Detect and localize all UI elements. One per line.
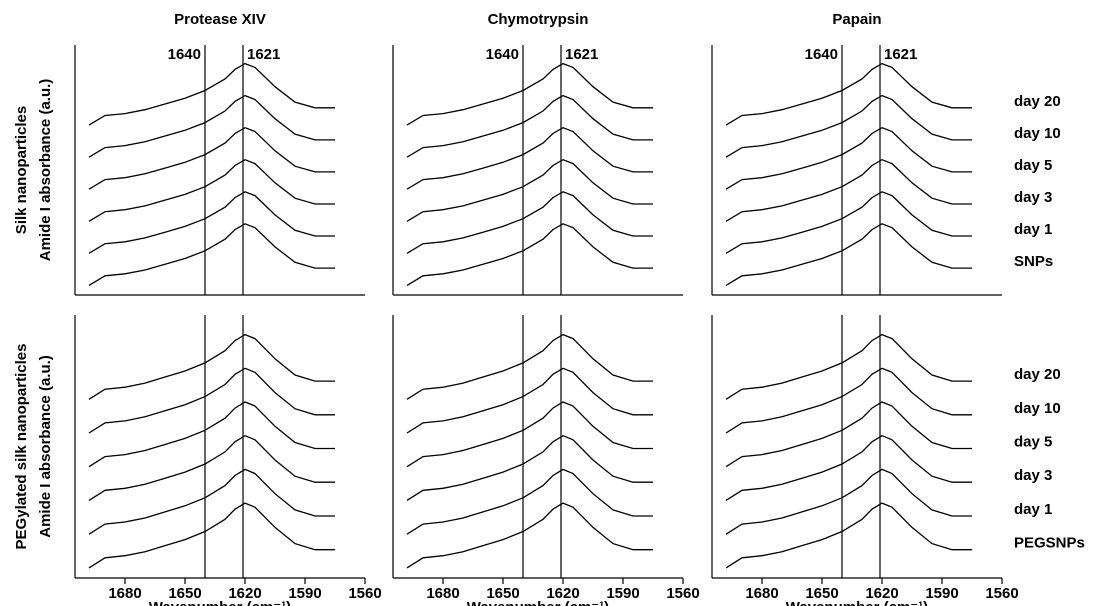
spectrum-line — [725, 158, 972, 222]
x-tick-label: 1590 — [288, 585, 321, 602]
spectrum-line — [88, 126, 335, 190]
x-axis-label: Wavenumber (cm⁻¹) — [149, 599, 291, 606]
spectrum-line — [406, 94, 653, 158]
spectrum-line — [406, 468, 653, 535]
spectrum-line — [725, 401, 972, 468]
spectrum-line — [725, 502, 972, 569]
x-tick-label: 1560 — [985, 585, 1018, 602]
spectrum-line — [88, 401, 335, 468]
spectrum-line — [406, 434, 653, 501]
reference-label: 1621 — [565, 46, 598, 63]
x-tick-label: 1680 — [745, 585, 778, 602]
spectrum-line — [406, 223, 653, 286]
spectrum-line — [725, 126, 972, 190]
x-tick-label: 1590 — [606, 585, 639, 602]
spectrum-line — [406, 158, 653, 222]
spectrum-line — [406, 333, 653, 400]
series-label: day 3 — [1014, 189, 1052, 206]
y-axis-label: PEGylated silk nanoparticles — [13, 344, 30, 550]
x-tick-label: 1560 — [666, 585, 699, 602]
x-axis-label: Wavenumber (cm⁻¹) — [786, 599, 928, 606]
series-label: day 5 — [1014, 157, 1052, 174]
panel-title: Chymotrypsin — [488, 11, 589, 28]
x-tick-label: 1650 — [168, 585, 201, 602]
spectrum-line — [725, 333, 972, 400]
reference-label: 1640 — [486, 46, 519, 63]
panel-title: Protease XIV — [174, 11, 266, 28]
x-tick-label: 1560 — [348, 585, 381, 602]
series-label: day 10 — [1014, 400, 1061, 417]
x-tick-label: 1620 — [865, 585, 898, 602]
series-label: SNPs — [1014, 253, 1053, 270]
spectrum-line — [88, 223, 335, 286]
x-axis-label: Wavenumber (cm⁻¹) — [467, 599, 609, 606]
reference-label: 1640 — [168, 46, 201, 63]
series-label: PEGSNPs — [1014, 535, 1085, 552]
spectrum-line — [406, 502, 653, 569]
spectrum-line — [725, 94, 972, 158]
series-label: day 20 — [1014, 93, 1061, 110]
spectrum-line — [88, 502, 335, 569]
spectrum-line — [88, 191, 335, 254]
y-axis-label: Silk nanoparticles — [13, 106, 30, 234]
x-tick-label: 1620 — [228, 585, 261, 602]
series-label: day 3 — [1014, 467, 1052, 484]
spectrum-line — [88, 333, 335, 400]
spectrum-line — [725, 367, 972, 434]
x-tick-label: 1680 — [426, 585, 459, 602]
spectrum-line — [406, 367, 653, 434]
spectrum-line — [725, 191, 972, 254]
series-label: day 1 — [1014, 221, 1052, 238]
x-tick-label: 1680 — [108, 585, 141, 602]
x-tick-label: 1620 — [546, 585, 579, 602]
x-tick-label: 1650 — [486, 585, 519, 602]
reference-label: 1621 — [884, 46, 917, 63]
spectrum-line — [406, 401, 653, 468]
reference-label: 1640 — [805, 46, 838, 63]
spectrum-line — [88, 158, 335, 222]
series-label: day 5 — [1014, 433, 1052, 450]
spectrum-line — [406, 62, 653, 126]
spectrum-line — [88, 434, 335, 501]
spectrum-line — [88, 367, 335, 434]
panel-title: Papain — [832, 11, 881, 28]
series-label: day 20 — [1014, 366, 1061, 383]
y-axis-label: Amide I absorbance (a.u.) — [37, 355, 54, 538]
x-tick-label: 1650 — [805, 585, 838, 602]
reference-label: 1621 — [247, 46, 280, 63]
spectrum-line — [725, 468, 972, 535]
spectrum-line — [406, 126, 653, 190]
spectrum-line — [406, 191, 653, 254]
x-tick-label: 1590 — [925, 585, 958, 602]
spectrum-line — [725, 62, 972, 126]
spectrum-line — [88, 62, 335, 126]
spectrum-line — [88, 94, 335, 158]
spectrum-line — [725, 434, 972, 501]
series-label: day 1 — [1014, 501, 1052, 518]
y-axis-label: Amide I absorbance (a.u.) — [37, 79, 54, 262]
series-label: day 10 — [1014, 125, 1061, 142]
spectrum-line — [88, 468, 335, 535]
spectrum-line — [725, 223, 972, 286]
